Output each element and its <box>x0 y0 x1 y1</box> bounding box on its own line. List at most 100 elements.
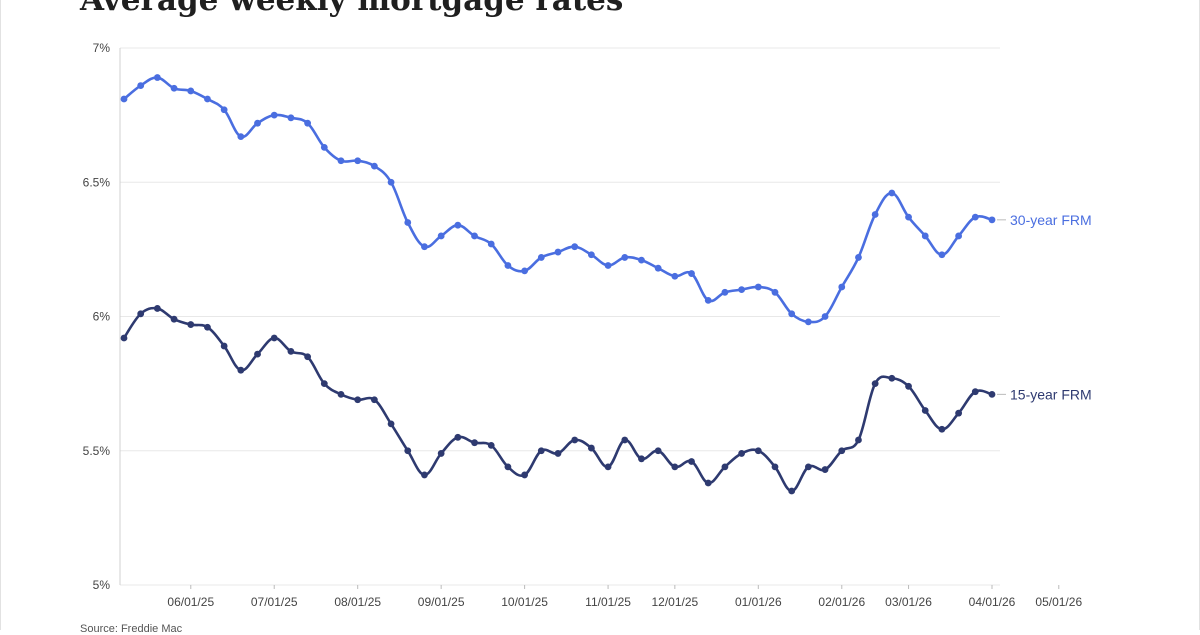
data-point-15-year-frm <box>153 305 161 312</box>
data-point-30-year-frm <box>237 133 245 141</box>
series-label-30-year-frm: 30-year FRM <box>1010 212 1092 228</box>
data-point-30-year-frm <box>621 254 629 261</box>
data-point-30-year-frm <box>521 267 529 275</box>
data-point-15-year-frm <box>421 471 428 479</box>
data-point-15-year-frm <box>304 353 312 361</box>
y-tick-label: 5% <box>93 578 111 592</box>
data-point-30-year-frm <box>587 251 595 259</box>
series-label-15-year-frm: 15-year FRM <box>1010 386 1092 402</box>
data-point-30-year-frm <box>170 84 178 92</box>
data-point-15-year-frm <box>804 463 812 471</box>
data-point-15-year-frm <box>871 380 879 388</box>
data-point-30-year-frm <box>404 219 412 226</box>
data-point-30-year-frm <box>454 221 462 229</box>
data-point-30-year-frm <box>938 251 946 259</box>
data-point-30-year-frm <box>487 240 495 248</box>
data-point-15-year-frm <box>137 310 145 318</box>
data-point-15-year-frm <box>905 382 912 390</box>
data-point-30-year-frm <box>738 286 746 294</box>
series-line-30-year-frm <box>122 76 994 324</box>
data-point-30-year-frm <box>204 95 211 103</box>
data-point-30-year-frm <box>337 157 345 165</box>
data-point-15-year-frm <box>487 441 495 449</box>
data-point-15-year-frm <box>454 433 462 441</box>
x-tick-label: 12/01/25 <box>651 595 698 609</box>
data-point-15-year-frm <box>387 420 395 428</box>
data-point-30-year-frm <box>721 288 729 296</box>
data-point-15-year-frm <box>587 444 595 452</box>
data-point-30-year-frm <box>888 189 896 197</box>
data-point-15-year-frm <box>521 471 529 479</box>
data-point-15-year-frm <box>888 374 896 382</box>
data-point-15-year-frm <box>654 447 662 455</box>
data-point-15-year-frm <box>354 396 362 404</box>
data-point-30-year-frm <box>254 119 261 127</box>
data-point-15-year-frm <box>738 450 746 457</box>
data-point-15-year-frm <box>971 388 979 396</box>
x-tick-label: 03/01/26 <box>885 595 932 609</box>
data-point-15-year-frm <box>855 436 862 444</box>
data-point-30-year-frm <box>320 143 328 151</box>
data-point-30-year-frm <box>437 232 445 240</box>
data-point-15-year-frm <box>504 463 512 471</box>
data-point-15-year-frm <box>754 447 762 455</box>
data-point-30-year-frm <box>421 243 428 251</box>
data-point-30-year-frm <box>921 232 929 240</box>
data-point-30-year-frm <box>554 248 562 256</box>
data-point-15-year-frm <box>771 463 779 471</box>
source-note: Source: Freddie Mac <box>80 623 183 635</box>
y-tick-label: 6% <box>93 310 111 324</box>
data-point-15-year-frm <box>704 479 712 487</box>
data-point-15-year-frm <box>821 466 829 473</box>
data-point-30-year-frm <box>688 270 695 277</box>
data-point-15-year-frm <box>237 366 245 374</box>
data-point-30-year-frm <box>370 162 378 170</box>
data-point-30-year-frm <box>771 288 779 296</box>
x-tick-label: 01/01/26 <box>735 595 782 609</box>
data-point-30-year-frm <box>287 114 295 122</box>
data-point-30-year-frm <box>504 262 512 269</box>
data-point-15-year-frm <box>287 348 295 355</box>
data-point-15-year-frm <box>320 380 328 388</box>
data-point-30-year-frm <box>671 272 679 280</box>
data-point-15-year-frm <box>337 390 345 398</box>
data-point-30-year-frm <box>270 111 278 119</box>
x-tick-label: 04/01/26 <box>969 595 1016 609</box>
data-point-30-year-frm <box>187 87 195 95</box>
data-point-15-year-frm <box>220 342 228 350</box>
data-point-15-year-frm <box>204 323 211 331</box>
data-point-30-year-frm <box>137 82 145 89</box>
data-point-30-year-frm <box>354 157 362 165</box>
data-point-15-year-frm <box>671 463 679 471</box>
x-tick-label: 05/01/26 <box>1035 595 1082 609</box>
data-point-15-year-frm <box>721 463 729 471</box>
data-point-30-year-frm <box>788 310 796 318</box>
data-point-30-year-frm <box>387 178 395 186</box>
data-point-30-year-frm <box>905 213 912 221</box>
data-point-15-year-frm <box>120 334 128 342</box>
data-point-30-year-frm <box>604 262 612 269</box>
data-point-30-year-frm <box>838 283 846 291</box>
data-point-30-year-frm <box>754 283 762 291</box>
data-point-15-year-frm <box>938 425 946 433</box>
x-tick-label: 11/01/25 <box>585 595 631 609</box>
data-point-15-year-frm <box>370 396 378 404</box>
data-point-30-year-frm <box>704 296 712 304</box>
data-point-15-year-frm <box>437 450 445 457</box>
data-point-30-year-frm <box>821 313 829 320</box>
data-point-15-year-frm <box>270 334 278 342</box>
data-point-30-year-frm <box>153 74 161 81</box>
x-tick-label: 07/01/25 <box>251 595 298 609</box>
data-point-30-year-frm <box>654 264 662 272</box>
data-point-15-year-frm <box>571 436 579 444</box>
data-point-30-year-frm <box>988 216 996 224</box>
x-tick-label: 09/01/25 <box>418 595 465 609</box>
data-point-30-year-frm <box>955 232 963 240</box>
data-point-15-year-frm <box>604 463 612 471</box>
x-tick-label: 02/01/26 <box>818 595 865 609</box>
data-point-30-year-frm <box>804 318 812 326</box>
data-point-15-year-frm <box>187 321 195 328</box>
data-point-15-year-frm <box>170 315 178 323</box>
data-point-15-year-frm <box>621 436 629 444</box>
